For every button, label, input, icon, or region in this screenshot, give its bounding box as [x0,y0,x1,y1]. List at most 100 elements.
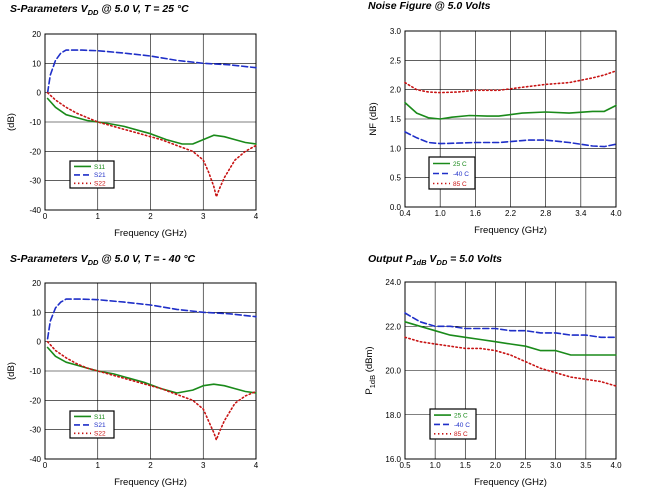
x-tick-label: 1.6 [470,209,482,218]
x-tick-label: 0 [43,461,48,470]
x-tick-label: 0.4 [399,209,411,218]
legend: 25 C -40 C 85 C [429,408,477,440]
x-tick-label: 2.0 [490,461,502,470]
legend-label: S11 [94,164,105,171]
legend-label: -40 C [453,171,469,178]
series-line-s22 [46,340,257,441]
x-tick-label: 0.5 [399,461,411,470]
series-line-s21 [46,298,257,340]
chart-3: S-Parameters VDD @ 5.0 V, T = - 40 °C 0 1 2… [6,253,259,488]
plot-frame [44,282,257,460]
chart-title: Output P1dB VDD = 5.0 Volts [368,253,502,267]
legend-label: 85 C [454,431,468,438]
y-tick-label: 0.5 [390,174,402,183]
y-tick-label: 24.0 [385,278,401,287]
x-tick-label: 2 [148,461,153,470]
chart-2: Noise Figure @ 5.0 Volts 0.4 1.0 1.6 2.2 2.8 3… [368,0,622,236]
x-tick-label: 1.0 [430,461,442,470]
y-tick-label: 20.0 [385,367,401,376]
chart-title: S-Parameters VDD @ 5.0 V, T = - 40 °C [10,253,196,267]
y-tick-label: 1.5 [390,115,402,124]
chart-title: Noise Figure @ 5.0 Volts [368,0,491,12]
x-tick-label: 3.0 [550,461,562,470]
x-tick-label: 3.4 [575,209,587,218]
legend-label: 85 C [453,181,467,188]
series-line--40c [404,312,617,339]
legend-label: S22 [94,431,106,438]
chart-title: S-Parameters VDD @ 5.0 V, T = 25 °C [10,3,189,17]
y-tick-label: 20 [32,30,41,39]
legend-label: S22 [94,181,106,188]
x-axis-label: Frequency (GHz) [114,228,187,239]
series-line-s11 [46,97,257,145]
y-axis-label: NF (dB) [368,102,379,135]
x-tick-label: 3 [201,212,206,221]
x-tick-label: 2.2 [505,209,517,218]
x-tick-label: 1 [96,212,101,221]
legend-label: 25 C [454,412,468,419]
chart-4: Output P1dB VDD = 5.0 Volts 0.5 1.0 1.5 2.0 2… [364,253,622,488]
y-tick-label: -10 [29,118,41,127]
x-tick-label: 1 [96,461,101,470]
y-tick-label: 2.5 [390,56,402,65]
y-tick-label: 1.0 [390,144,402,153]
series-line-s21 [46,49,257,94]
x-tick-label: 1.5 [460,461,472,470]
y-tick-label: -40 [29,206,41,215]
y-axis-label: (dB) [6,362,17,380]
series-line-25c [404,101,617,120]
plot-frame [44,33,257,211]
y-tick-label: -20 [29,147,41,156]
legend-box [69,160,115,189]
y-tick-label: 20 [32,279,41,288]
x-axis-label: Frequency (GHz) [474,477,547,488]
y-tick-label: -30 [29,426,41,435]
y-tick-label: 2.0 [390,86,402,95]
x-tick-label: 2.5 [520,461,532,470]
legend-label: -40 C [454,422,470,429]
series-line-85c [404,336,617,387]
x-axis-label: Frequency (GHz) [474,225,547,236]
x-tick-label: 3 [201,461,206,470]
x-tick-label: 0 [43,212,48,221]
legend: 25 C -40 C 85 C [428,156,476,190]
y-axis-label: (dB) [6,113,17,131]
plot-frame [404,30,617,208]
legend-label: S21 [94,422,106,429]
y-tick-label: 22.0 [385,322,401,331]
y-tick-label: 0 [37,338,42,347]
series-line-s22 [46,91,257,198]
series-line-25c [404,320,617,356]
plot-frame [404,281,617,460]
legend-label: 25 C [453,161,467,168]
x-tick-label: 2.8 [540,209,552,218]
legend-label: S11 [94,414,105,421]
x-tick-label: 1.0 [435,209,447,218]
series-line-85c [404,70,617,94]
y-tick-label: 3.0 [390,27,402,36]
x-tick-label: 4 [254,212,259,221]
y-tick-label: -10 [29,367,41,376]
x-tick-label: 4 [254,461,259,470]
x-tick-label: 4.0 [610,209,622,218]
y-tick-label: -20 [29,396,41,405]
chart-1: S-Parameters VDD @ 5.0 V, T = 25 °C 0 1 2 3 4… [6,3,259,239]
y-tick-label: -40 [29,455,41,464]
y-tick-label: 10 [32,59,41,68]
x-axis-label: Frequency (GHz) [114,477,187,488]
y-tick-label: 10 [32,308,41,317]
y-tick-label: 16.0 [385,455,401,464]
y-tick-label: -30 [29,177,41,186]
legend-label: S21 [94,172,106,179]
y-axis-label: P1dB (dBm) [364,346,377,394]
y-tick-label: 0.0 [390,203,402,212]
series-line--40c [404,131,617,148]
x-tick-label: 3.5 [580,461,592,470]
x-tick-label: 4.0 [610,461,622,470]
y-tick-label: 18.0 [385,411,401,420]
y-tick-label: 0 [37,89,42,98]
x-tick-label: 2 [148,212,153,221]
